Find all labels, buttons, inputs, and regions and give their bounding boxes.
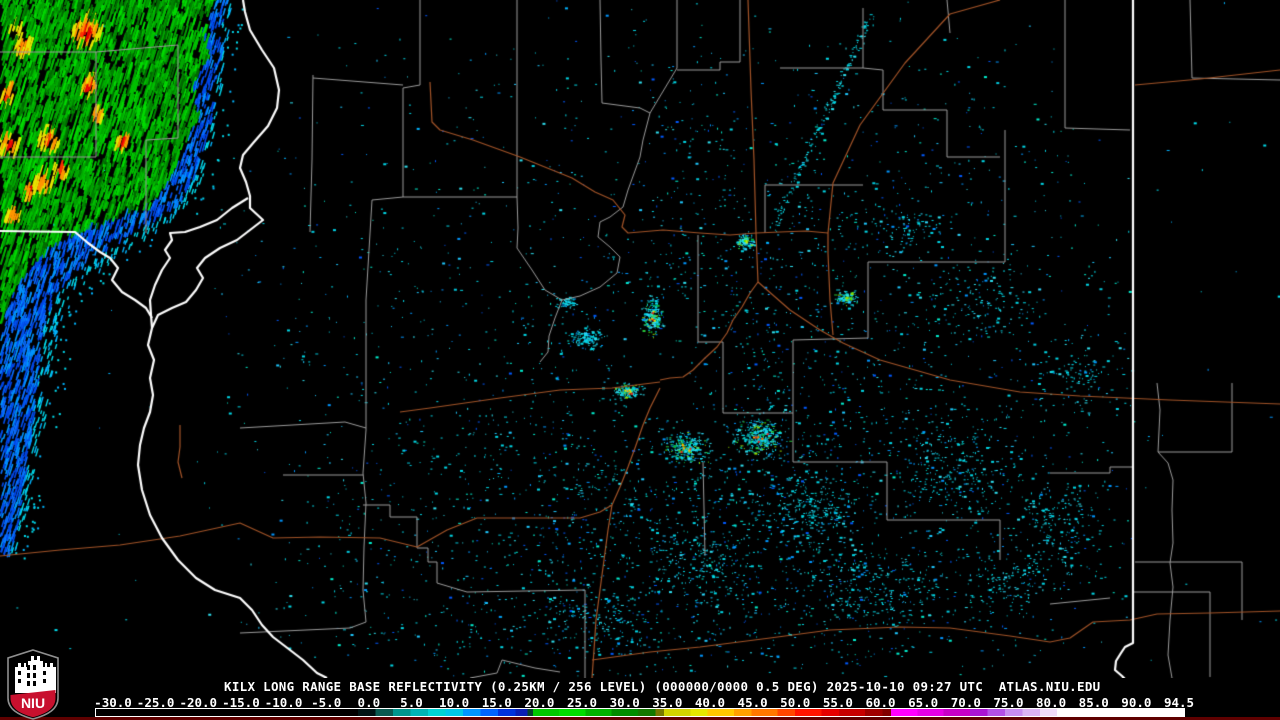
colorbar-tick-label: 35.0 [652, 695, 683, 710]
colorbar-tick-label: 85.0 [1078, 695, 1109, 710]
product-caption: KILX LONG RANGE BASE REFLECTIVITY (0.25K… [224, 679, 1101, 694]
colorbar-tick-label: 55.0 [822, 695, 853, 710]
colorbar-tick-label: -5.0 [311, 695, 342, 710]
colorbar-tick-label: -10.0 [264, 695, 303, 710]
niu-text: NIU [21, 695, 45, 711]
niu-red-band [10, 690, 56, 718]
colorbar-tick-label: 50.0 [780, 695, 811, 710]
colorbar-tick-labels: -30.0 -25.0 -20.0 -15.0 -10.0 -5.0 0.0 5.0 10.0 1… [0, 695, 1280, 710]
colorbar-tick-label: 15.0 [481, 695, 512, 710]
reflectivity-colorbar [95, 708, 1185, 717]
colorbar-underline [0, 717, 1280, 720]
colorbar-tick-label: 90.0 [1121, 695, 1152, 710]
colorbar-tick-label: 20.0 [524, 695, 555, 710]
colorbar-tick-label: 80.0 [1036, 695, 1067, 710]
colorbar-tick-label: 45.0 [737, 695, 768, 710]
colorbar-tick-label: 75.0 [993, 695, 1024, 710]
colorbar-tick-label: 10.0 [439, 695, 470, 710]
niu-castle-icon [15, 656, 56, 693]
colorbar-tick-label: 60.0 [865, 695, 896, 710]
colorbar-tick-label: -30.0 [94, 695, 132, 710]
radar-map-canvas [0, 0, 1280, 678]
colorbar-tick-label: -15.0 [222, 695, 260, 710]
colorbar-tick-label: 94.5 [1163, 695, 1195, 710]
colorbar-tick-label: 5.0 [400, 695, 423, 710]
colorbar-tick-label: -25.0 [136, 695, 175, 710]
colorbar-tick-label: 0.0 [357, 695, 381, 710]
colorbar-tick-label: 70.0 [950, 695, 981, 710]
colorbar-tick-label: 30.0 [609, 695, 640, 710]
colorbar-tick-label: 40.0 [694, 695, 726, 710]
colorbar-tick-label: 25.0 [566, 695, 598, 710]
niu-logo: NIU [7, 649, 59, 720]
colorbar-tick-label: 65.0 [908, 695, 939, 710]
colorbar-tick-label: -20.0 [179, 695, 218, 710]
